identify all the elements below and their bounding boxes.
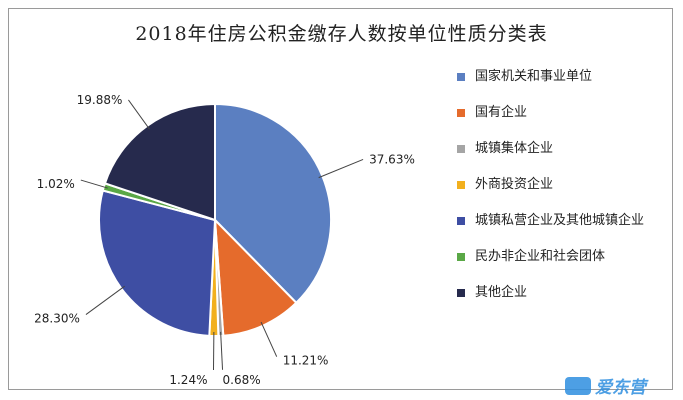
leader-line: [318, 158, 364, 179]
watermark: 爱东营: [565, 373, 646, 398]
data-label: 28.30%: [34, 312, 80, 326]
legend-label: 城镇集体企业: [475, 141, 554, 156]
legend-swatch: [457, 145, 465, 153]
leader-line: [128, 99, 150, 130]
legend-swatch: [457, 253, 465, 261]
leader-line: [220, 331, 224, 370]
legend-item: 城镇集体企业: [457, 139, 672, 158]
legend-swatch: [457, 109, 465, 117]
legend-label: 外商投资企业: [475, 177, 554, 192]
legend-item: 国家机关和事业单位: [457, 67, 672, 86]
legend-item: 民办非企业和社会团体: [457, 247, 672, 266]
legend-item: 其他企业: [457, 283, 672, 302]
legend-label: 城镇私营企业及其他城镇企业: [475, 213, 645, 228]
data-label: 11.21%: [283, 354, 329, 368]
legend-label: 国家机关和事业单位: [475, 69, 593, 84]
data-label: 1.02%: [37, 177, 75, 191]
watermark-text: 爱东营: [595, 378, 646, 398]
data-label: 37.63%: [369, 152, 415, 166]
legend-swatch: [457, 73, 465, 81]
legend-item: 外商投资企业: [457, 175, 672, 194]
legend-label: 民办非企业和社会团体: [475, 249, 606, 264]
legend-item: 城镇私营企业及其他城镇企业: [457, 211, 672, 230]
data-label: 19.88%: [77, 93, 123, 107]
legend-swatch: [457, 217, 465, 225]
legend-label: 国有企业: [475, 105, 528, 120]
legend-label: 其他企业: [475, 285, 528, 300]
watermark-logo-icon: [565, 376, 591, 395]
chart-frame: 2018年住房公积金缴存人数按单位性质分类表 37.63% 11.21% 0.68%…: [8, 8, 673, 398]
data-label: 0.68%: [223, 373, 261, 387]
chart-title: 2018年住房公积金缴存人数按单位性质分类表: [135, 23, 548, 45]
leader-line: [80, 179, 108, 189]
leader-line: [85, 285, 125, 315]
data-label: 1.24%: [169, 373, 207, 387]
legend-swatch: [457, 181, 465, 189]
legend-swatch: [457, 289, 465, 297]
pie-chart: 37.63% 11.21% 0.68% 1.24% 28.30% 1.02% 19.88%: [34, 93, 415, 387]
legend-item: 国有企业: [457, 103, 672, 122]
leader-line: [260, 321, 278, 357]
legend: 国家机关和事业单位 国有企业城镇集体企业 外商投资企业城镇私营企业及其他城镇企业 民办…: [457, 67, 672, 319]
